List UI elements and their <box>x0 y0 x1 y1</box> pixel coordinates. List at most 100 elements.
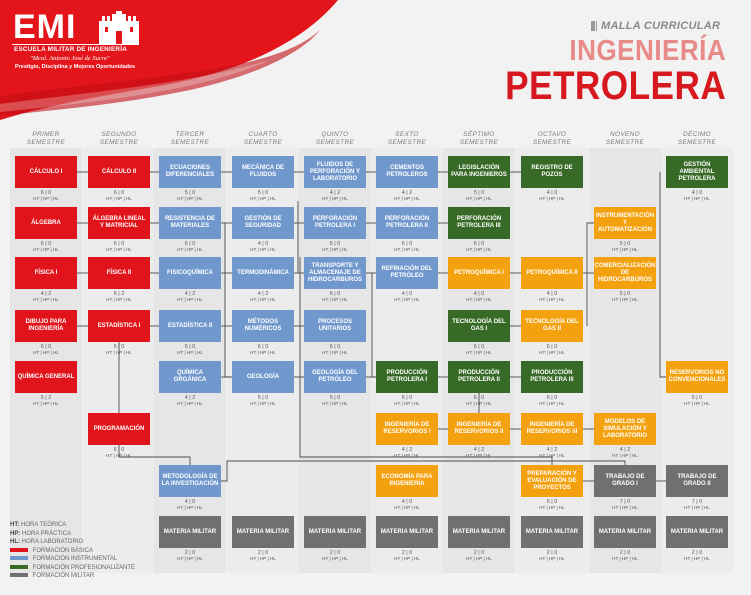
course-materia-militar[interactable]: MATERIA MILITAR <box>521 516 583 548</box>
course-hours: 4 | 0 HT | HP | HL <box>376 291 438 303</box>
course-hours-label: HT | HP | HL <box>250 556 276 561</box>
course-tecnologia-del-gas-ii[interactable]: TECNOLOGÍA DEL GAS II <box>521 310 583 342</box>
semester-header: SEGUNDO SEMESTRE <box>88 131 150 146</box>
course-hours-value: 4 | 2 <box>619 447 631 453</box>
course-hours: 2 | 0 HT | HP | HL <box>666 550 728 562</box>
course-termodinamica[interactable]: TERMODINÁMICA <box>232 257 294 289</box>
course-hours: 4 | 2 HT | HP | HL <box>376 447 438 459</box>
course-ecuaciones-diferenciales[interactable]: ECUACIONES DIFERENCIALES <box>159 156 221 188</box>
course-hours-value: 6 | 0 <box>546 395 558 401</box>
course-quimica-organica[interactable]: QUÍMICA ORGÁNICA <box>159 361 221 393</box>
course-ingenieria-de-reservorios-iii[interactable]: INGENIERÍA DE RESERVORIOS III <box>521 413 583 445</box>
course-instrumentacion-y-automatizacion[interactable]: INSTRUMENTACIÓN Y AUTOMATIZACIÓN <box>594 207 656 239</box>
course-hours: 2 | 0 HT | HP | HL <box>159 550 221 562</box>
course-hours-label: HT | HP | HL <box>33 196 59 201</box>
course-cementos-petroleros[interactable]: CEMENTOS PETROLEROS <box>376 156 438 188</box>
course-geologia-del-petroleo[interactable]: GEOLOGÍA DEL PETRÓLEO <box>304 361 366 393</box>
course-reservorios-no-convencionales[interactable]: RESERVORIOS NO CONVENCIONALES <box>666 361 728 393</box>
course-hours-value: 4 | 2 <box>40 291 52 297</box>
course-hours: 4 | 2 HT | HP | HL <box>594 447 656 459</box>
course-perforacion-petrolera-ii[interactable]: PERFORACIÓN PETROLERA II <box>376 207 438 239</box>
course-hours-value: 4 | 2 <box>401 447 413 453</box>
course-hours: 4 | 0 HT | HP | HL <box>521 291 583 303</box>
course-calculo-ii[interactable]: CÁLCULO II <box>88 156 150 188</box>
course-estadistica-ii[interactable]: ESTADÍSTICA II <box>159 310 221 342</box>
course-hours-label: HT | HP | HL <box>33 297 59 302</box>
course-calculo-i[interactable]: CÁLCULO I <box>15 156 77 188</box>
course-transporte-y-almacenaje-de-hidrocarburos[interactable]: TRANSPORTE Y ALMACENAJE DE HIDROCARBUROS <box>304 257 366 289</box>
course-produccion-petrolera-iii[interactable]: PRODUCCIÓN PETROLERA III <box>521 361 583 393</box>
course-estadistica-i[interactable]: ESTADÍSTICA I <box>88 310 150 342</box>
connector-line <box>221 460 626 482</box>
course-gestion-de-seguridad[interactable]: GESTIÓN DE SEGURIDAD <box>232 207 294 239</box>
course-algebra-lineal-y-matricial[interactable]: ÁLGEBRA LINEAL Y MATRICIAL <box>88 207 150 239</box>
course-petroquimica-i[interactable]: PETROQUÍMICA I <box>448 257 510 289</box>
course-economia-para-ingenieria[interactable]: ECONOMÍA PARA INGENIERÍA <box>376 465 438 497</box>
course-hours-value: 6 | 0 <box>473 241 485 247</box>
course-hours-label: HT | HP | HL <box>322 247 348 252</box>
legend-swatch <box>10 573 28 578</box>
course-metodos-numericos[interactable]: MÉTODOS NUMÉRICOS <box>232 310 294 342</box>
course-ingenieria-de-reservorios-ii[interactable]: INGENIERÍA DE RESERVORIOS II <box>448 413 510 445</box>
course-hours-label: HT | HP | HL <box>177 196 203 201</box>
course-materia-militar[interactable]: MATERIA MILITAR <box>304 516 366 548</box>
course-hours: 5 | 0 HT | HP | HL <box>232 190 294 202</box>
course-hours: 6 | 0 HT | HP | HL <box>521 395 583 407</box>
course-registro-de-pozos[interactable]: REGISTRO DE POZOS <box>521 156 583 188</box>
course-hours-label: HT | HP | HL <box>539 350 565 355</box>
logo-divider <box>12 44 139 45</box>
course-materia-militar[interactable]: MATERIA MILITAR <box>376 516 438 548</box>
course-resistencia-de-materiales[interactable]: RESISTENCIA DE MATERIALES <box>159 207 221 239</box>
course-hours: 5 | 0 HT | HP | HL <box>448 190 510 202</box>
semester-header-ordinal: QUINTO <box>321 131 349 138</box>
course-trabajo-de-grado-i[interactable]: TRABAJO DE GRADO I <box>594 465 656 497</box>
course-comercializacion-de-hidrocarburos[interactable]: COMERCIALIZACIÓN DE HIDROCARBUROS <box>594 257 656 289</box>
course-procesos-unitarios[interactable]: PROCESOS UNITARIOS <box>304 310 366 342</box>
course-geologia[interactable]: GEOLOGÍA <box>232 361 294 393</box>
course-produccion-petrolera-i[interactable]: PRODUCCIÓN PETROLERA I <box>376 361 438 393</box>
course-hours-value: 4 | 2 <box>401 190 413 196</box>
course-fluidos-de-perforacion-y-laboratorio[interactable]: FLUIDOS DE PERFORACIÓN Y LABORATORIO <box>304 156 366 188</box>
page-title-line2: PETROLERA <box>504 64 726 108</box>
course-hours-value: 6 | 0 <box>113 190 125 196</box>
course-quimica-general[interactable]: QUÍMICA GENERAL <box>15 361 77 393</box>
course-algebra[interactable]: ÁLGEBRA <box>15 207 77 239</box>
course-hours-value: 4 | 2 <box>184 395 196 401</box>
course-hours-value: 6 | 0 <box>40 344 52 350</box>
course-hours-label: HT | HP | HL <box>322 350 348 355</box>
course-fisica-ii[interactable]: FÍSICA II <box>88 257 150 289</box>
course-hours: 6 | 2 HT | HP | HL <box>88 291 150 303</box>
course-gestion-ambiental-petrolera[interactable]: GESTIÓN AMBIENTAL PETROLERA <box>666 156 728 188</box>
course-mecanica-de-fluidos[interactable]: MECÁNICA DE FLUIDOS <box>232 156 294 188</box>
course-preparacion-y-evaluacion-de-proyectos[interactable]: PREPARACIÓN Y EVALUACIÓN DE PROYECTOS <box>521 465 583 497</box>
course-hours: 6 | 0 HT | HP | HL <box>448 395 510 407</box>
course-materia-militar[interactable]: MATERIA MILITAR <box>159 516 221 548</box>
course-metodologia-de-la-investigacion[interactable]: METODOLOGÍA DE LA INVESTIGACIÓN <box>159 465 221 497</box>
course-modelos-de-simulacion-y-laboratorio[interactable]: MODELOS DE SIMULACIÓN Y LABORATORIO <box>594 413 656 445</box>
legend-key: HP: <box>10 530 21 537</box>
course-programacion[interactable]: PROGRAMACIÓN <box>88 413 150 445</box>
course-legislacion-para-ingenieros[interactable]: LEGISLACIÓN PARA INGENIEROS <box>448 156 510 188</box>
course-dibujo-para-ingenieria[interactable]: DIBUJO PARA INGENIERÍA <box>15 310 77 342</box>
course-hours-label: HT | HP | HL <box>250 401 276 406</box>
course-hours: 6 | 0 HT | HP | HL <box>521 344 583 356</box>
course-perforacion-petrolera-iii[interactable]: PERFORACIÓN PETROLERA III <box>448 207 510 239</box>
course-materia-militar[interactable]: MATERIA MILITAR <box>232 516 294 548</box>
course-hours: 4 | 0 HT | HP | HL <box>159 499 221 511</box>
course-trabajo-de-grado-ii[interactable]: TRABAJO DE GRADO II <box>666 465 728 497</box>
course-fisica-i[interactable]: FÍSICA I <box>15 257 77 289</box>
course-hours: 5 | 0 HT | HP | HL <box>232 395 294 407</box>
course-ingenieria-de-reservorios-i[interactable]: INGENIERÍA DE RESERVORIOS I <box>376 413 438 445</box>
course-materia-militar[interactable]: MATERIA MILITAR <box>448 516 510 548</box>
course-hours: 6 | 0 HT | HP | HL <box>448 344 510 356</box>
course-materia-militar[interactable]: MATERIA MILITAR <box>594 516 656 548</box>
course-hours-label: HT | HP | HL <box>394 247 420 252</box>
course-produccion-petrolera-ii[interactable]: PRODUCCIÓN PETROLERA II <box>448 361 510 393</box>
course-fisicoquimica[interactable]: FISICOQUÍMICA <box>159 257 221 289</box>
course-refinacion-del-petroleo[interactable]: REFINACIÓN DEL PETRÓLEO <box>376 257 438 289</box>
course-hours-value: 2 | 0 <box>329 550 341 556</box>
course-perforacion-petrolera-i[interactable]: PERFORACIÓN PETROLERA I <box>304 207 366 239</box>
course-materia-militar[interactable]: MATERIA MILITAR <box>666 516 728 548</box>
course-tecnologia-del-gas-i[interactable]: TECNOLOGÍA DEL GAS I <box>448 310 510 342</box>
course-petroquimica-ii[interactable]: PETROQUÍMICA II <box>521 257 583 289</box>
